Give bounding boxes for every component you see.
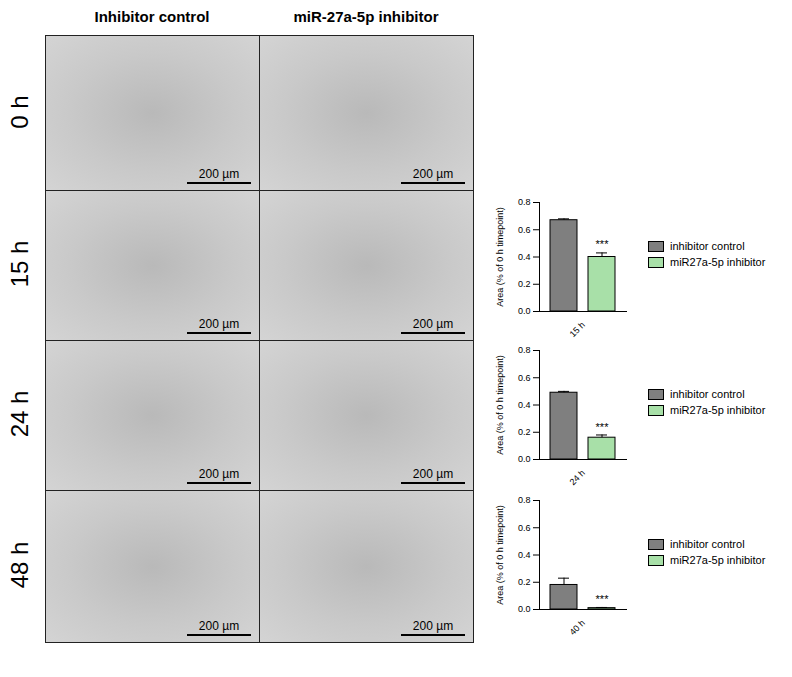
svg-text:0.4: 0.4	[518, 400, 531, 410]
html-text:miR27a-5p inhibitor: miR27a-5p inhibitor	[670, 404, 766, 416]
svg-text:40 h: 40 h	[567, 618, 586, 637]
svg-text:24 h: 24 h	[567, 468, 586, 487]
html-text:200 µm: 200 µm	[412, 167, 454, 181]
html-text:200 µm: 200 µm	[412, 317, 454, 331]
svg-text:0.4: 0.4	[518, 252, 531, 262]
svg-text:0.8: 0.8	[518, 495, 531, 505]
html-text:Inhibitor control: Inhibitor control	[94, 8, 210, 25]
html-text:200 µm: 200 µm	[198, 317, 240, 331]
html-text:miR27a-5p inhibitor: miR27a-5p inhibitor	[670, 256, 766, 268]
svg-text:0.6: 0.6	[518, 373, 531, 383]
svg-text:0.2: 0.2	[518, 577, 531, 587]
html-text:200 µm: 200 µm	[412, 619, 454, 633]
html-text:200 µm: 200 µm	[412, 467, 454, 481]
html-text:inhibitor control: inhibitor control	[670, 240, 745, 252]
svg-text:0.0: 0.0	[518, 454, 531, 464]
svg-text:0.2: 0.2	[518, 279, 531, 289]
html-text:inhibitor control: inhibitor control	[670, 388, 745, 400]
html-text:15 h: 15 h	[6, 240, 33, 288]
html-text:200 µm: 200 µm	[198, 619, 240, 633]
svg-text:0.6: 0.6	[518, 225, 531, 235]
svg-text:15 h: 15 h	[567, 320, 586, 339]
svg-text:0.4: 0.4	[518, 550, 531, 560]
html-text:48 h: 48 h	[6, 541, 33, 589]
svg-text:0.8: 0.8	[518, 345, 531, 355]
html-text:inhibitor control: inhibitor control	[670, 538, 745, 550]
svg-text:***: ***	[596, 593, 610, 605]
svg-text:0.0: 0.0	[518, 306, 531, 316]
svg-text:Area (% of 0 h timepoint): Area (% of 0 h timepoint)	[495, 355, 505, 455]
svg-text:***: ***	[596, 238, 610, 250]
html-text:miR27a-5p inhibitor: miR27a-5p inhibitor	[670, 554, 766, 566]
html-text:200 µm: 200 µm	[198, 467, 240, 481]
svg-text:0.8: 0.8	[518, 197, 531, 207]
svg-text:0.6: 0.6	[518, 523, 531, 533]
svg-text:Area (% of 0 h timepoint): Area (% of 0 h timepoint)	[495, 505, 505, 605]
html-text:24 h: 24 h	[6, 390, 33, 438]
html-text:0 h: 0 h	[6, 94, 33, 129]
svg-text:Area (% of 0 h timepoint): Area (% of 0 h timepoint)	[495, 207, 505, 307]
svg-text:0.2: 0.2	[518, 427, 531, 437]
svg-text:***: ***	[596, 420, 610, 432]
svg-text:0.0: 0.0	[518, 604, 531, 614]
html-text:miR-27a-5p inhibitor: miR-27a-5p inhibitor	[293, 8, 439, 25]
html-text:200 µm: 200 µm	[198, 167, 240, 181]
